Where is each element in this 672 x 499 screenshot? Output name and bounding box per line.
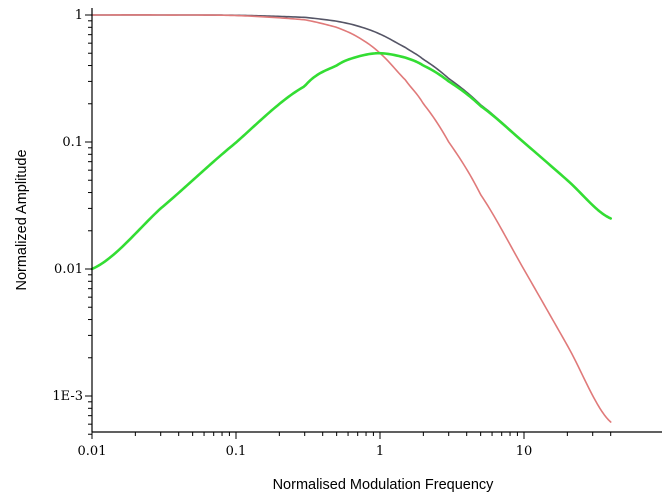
y-tick-label: 0.1	[62, 135, 83, 150]
x-tick-label: 0.01	[78, 444, 107, 459]
x-tick-label: 1	[376, 444, 384, 459]
y-tick-label: 1	[75, 8, 83, 23]
plot-curves	[90, 14, 612, 423]
y-tick-label: 1E-3	[52, 389, 83, 404]
tick-labels: 0.01 0.1 1 10 1 0.1 0.01 1E-3	[52, 8, 532, 459]
x-axis-title: Normalised Modulation Frequency	[273, 477, 495, 493]
y-tick-label: 0.01	[54, 262, 83, 277]
series-line-3	[90, 51, 612, 271]
y-axis-title: Normalized Amplitude	[14, 149, 30, 290]
x-tick-label: 0.1	[226, 444, 247, 459]
x-tick-label: 10	[516, 444, 533, 459]
axes	[91, 8, 662, 433]
axis-ticks	[85, 14, 612, 439]
series-line-2	[91, 14, 612, 423]
series-line-1	[91, 14, 612, 220]
